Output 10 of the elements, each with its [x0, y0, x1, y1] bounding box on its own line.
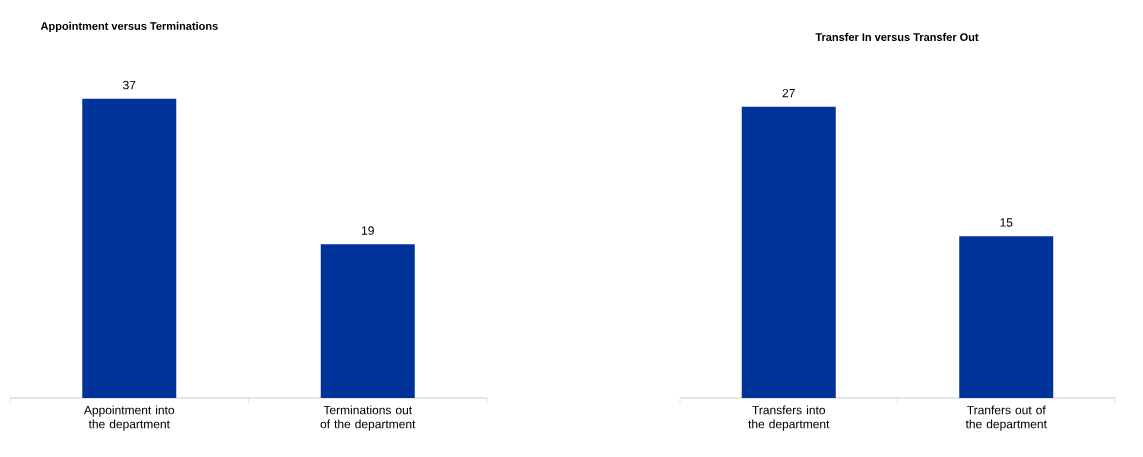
x-tick-label: Appointment into the department [83, 405, 175, 431]
chart-title: Transfer In versus Transfer Out [815, 32, 979, 42]
data-label: 15 [1000, 218, 1013, 227]
data-label: 27 [782, 88, 795, 98]
x-tick-label: Terminations out of the department [320, 405, 416, 431]
x-tick-label: Transfers into the department [748, 405, 830, 431]
data-label: 19 [361, 226, 374, 235]
data-label: 37 [123, 80, 136, 90]
x-tick-label: Tranfers out of the department [965, 405, 1047, 431]
chart-title: Appointment versus Terminations [40, 21, 218, 33]
